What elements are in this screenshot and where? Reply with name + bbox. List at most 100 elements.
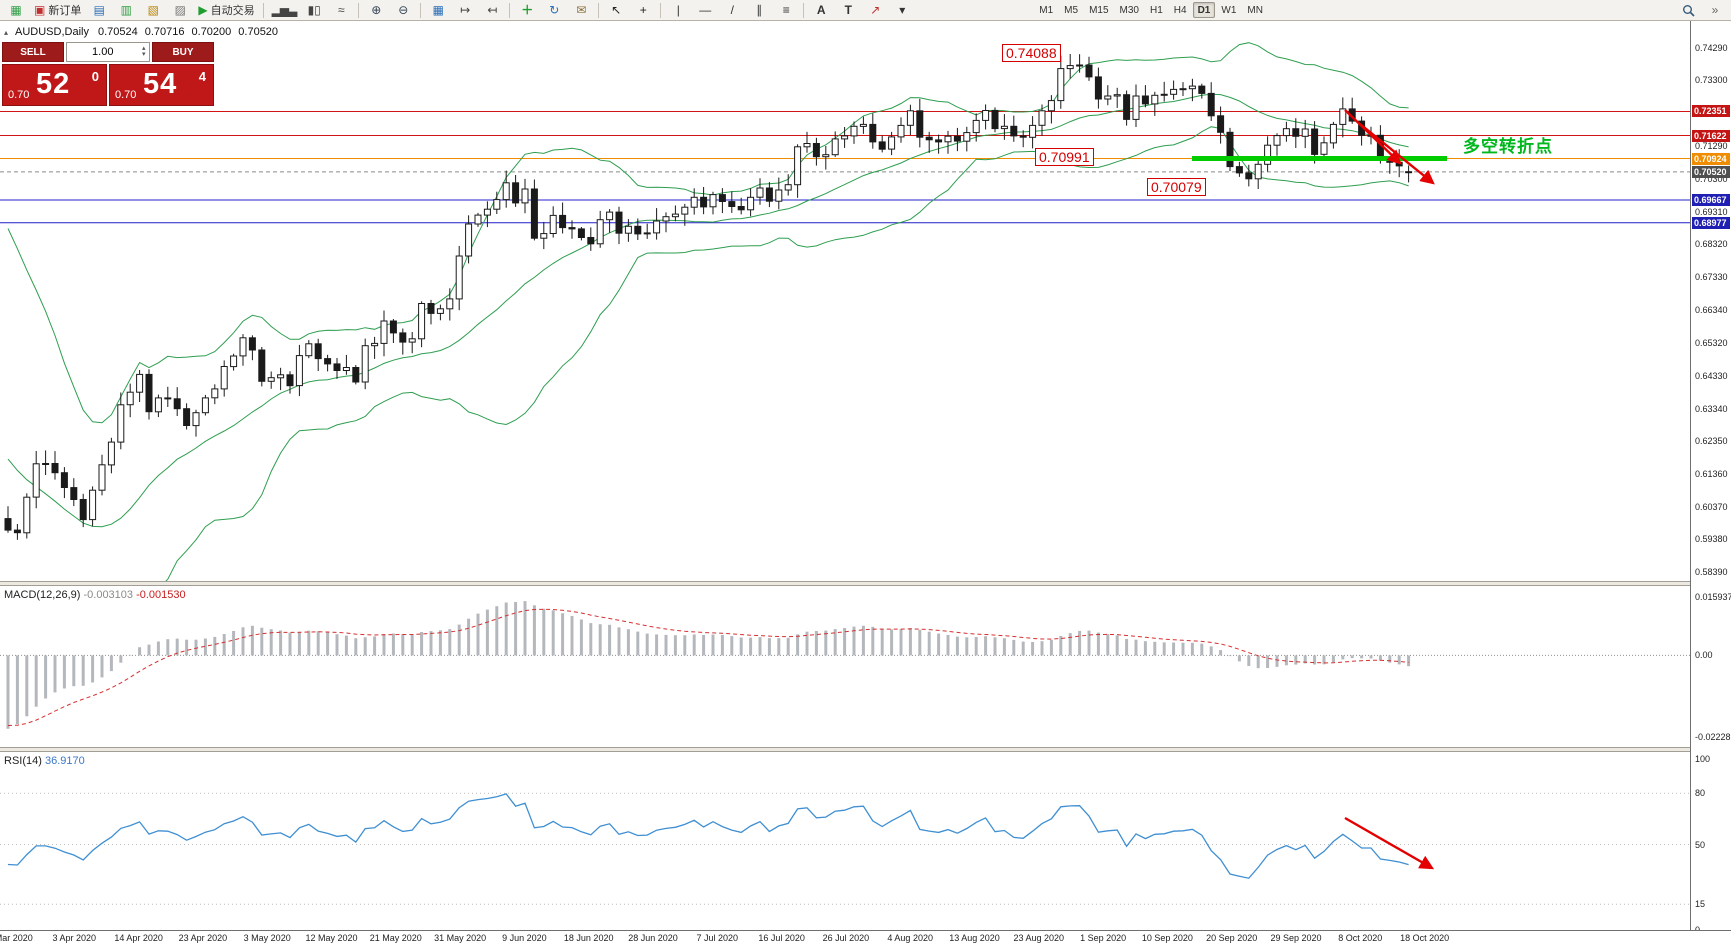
label-icon[interactable]: T bbox=[844, 3, 852, 17]
toolbar-separator bbox=[262, 2, 264, 18]
line-chart-icon[interactable]: ≈ bbox=[337, 3, 345, 17]
date-label: 31 May 2020 bbox=[434, 933, 487, 943]
candlestick-icon[interactable]: ▮▯ bbox=[307, 3, 321, 17]
tile-windows-icon[interactable]: ▦ bbox=[432, 3, 444, 17]
new-order-button[interactable]: ▣ 新订单 bbox=[30, 2, 85, 19]
sell-button[interactable]: SELL bbox=[2, 42, 64, 62]
volume-spinner[interactable]: ▴ ▾ bbox=[139, 45, 149, 58]
date-label: 23 Apr 2020 bbox=[178, 933, 228, 943]
channel-icon[interactable]: ∥ bbox=[756, 3, 763, 17]
price-scale[interactable]: 0.74290 0.73300 0.71290 0.70300 0.69310 0.683… bbox=[1690, 21, 1731, 935]
timeframe-m1[interactable]: M1 bbox=[1034, 2, 1058, 18]
timeframe-group: M1 M5 M15 M30 H1 H4 D1 W1 MN bbox=[1034, 2, 1268, 18]
add-indicator-icon[interactable]: ＋ bbox=[521, 3, 534, 17]
data-window-icon[interactable]: ▥ bbox=[120, 3, 133, 17]
toolbar-separator bbox=[598, 2, 600, 18]
price-tag: 0.71622 bbox=[1692, 129, 1730, 142]
crosshair-icon[interactable]: + bbox=[639, 3, 647, 17]
trendline-icon[interactable]: / bbox=[730, 3, 734, 17]
price-chart-pane[interactable]: ▴ AUDUSD,Daily 0.70524 0.70716 0.70200 0… bbox=[0, 21, 1690, 581]
cursor-icon[interactable]: ↖ bbox=[611, 3, 622, 17]
macd-label: MACD(12,26,9) bbox=[4, 589, 81, 601]
timeframe-m5[interactable]: M5 bbox=[1059, 2, 1083, 18]
volume-stepper[interactable]: ▴▾ bbox=[66, 42, 150, 62]
text-icon[interactable]: A bbox=[816, 3, 826, 17]
macd-scale-label: -0.022289 bbox=[1695, 732, 1731, 742]
date-label: 16 Jul 2020 bbox=[758, 933, 805, 943]
auto-scroll-icon[interactable]: ↦ bbox=[460, 3, 471, 17]
price-scale-label: 0.64330 bbox=[1695, 371, 1728, 382]
date-label: 3 May 2020 bbox=[243, 933, 291, 943]
price-scale-label: 0.66340 bbox=[1695, 304, 1728, 315]
price-scale-label: 0.60370 bbox=[1695, 501, 1728, 512]
price-scale-label: 0.71290 bbox=[1695, 141, 1728, 152]
date-label: 18 Jun 2020 bbox=[563, 933, 614, 943]
toolbar-separator bbox=[358, 2, 360, 18]
price-tag: 0.70520 bbox=[1692, 165, 1730, 178]
macd-value-signal: -0.001530 bbox=[136, 589, 186, 601]
volume-input[interactable] bbox=[67, 46, 139, 58]
price-scale-label: 0.70300 bbox=[1695, 174, 1728, 185]
buy-button[interactable]: BUY bbox=[152, 42, 214, 62]
vertical-line-icon[interactable]: | bbox=[676, 3, 680, 17]
annotation-high-price[interactable]: 0.74088 bbox=[1002, 44, 1061, 62]
rsi-pane[interactable]: RSI(14) 36.9170 bbox=[0, 752, 1690, 930]
date-label: 18 Oct 2020 bbox=[1400, 933, 1450, 943]
bar-chart-icon[interactable]: ▂▅▃ bbox=[271, 3, 298, 17]
pane-separator[interactable] bbox=[0, 581, 1731, 586]
refresh-icon[interactable]: ↻ bbox=[549, 3, 560, 17]
timeframe-w1[interactable]: W1 bbox=[1216, 2, 1241, 18]
toolbar-separator bbox=[420, 2, 422, 18]
annotation-mid-price[interactable]: 0.70991 bbox=[1035, 148, 1094, 166]
timeframe-h1[interactable]: H1 bbox=[1145, 2, 1168, 18]
navigator-icon[interactable]: ▧ bbox=[147, 3, 160, 17]
new-chart-icon[interactable]: ▦ bbox=[3, 1, 29, 20]
timeframe-h4[interactable]: H4 bbox=[1169, 2, 1192, 18]
chart-ohlc-header: ▴ AUDUSD,Daily 0.70524 0.70716 0.70200 0… bbox=[4, 26, 278, 38]
arrows-tool-icon[interactable]: ↗ bbox=[870, 3, 881, 17]
fibonacci-icon[interactable]: ≡ bbox=[782, 3, 790, 17]
date-axis[interactable]: 5 Mar 2020 3 Apr 2020 14 Apr 2020 23 Apr 20… bbox=[0, 930, 1731, 944]
pane-separator[interactable] bbox=[0, 747, 1731, 752]
ask-price-tile[interactable]: 0.70 54 4 bbox=[109, 64, 214, 106]
timeframe-mn[interactable]: MN bbox=[1242, 2, 1268, 18]
bid-price-tile[interactable]: 0.70 52 0 bbox=[2, 64, 107, 106]
date-label: 13 Aug 2020 bbox=[949, 933, 1000, 943]
timeframe-d1[interactable]: D1 bbox=[1192, 2, 1216, 18]
timeframe-m30[interactable]: M30 bbox=[1115, 2, 1144, 18]
terminal-icon[interactable]: ▨ bbox=[174, 3, 187, 17]
zoom-out-icon[interactable]: ⊖ bbox=[398, 3, 409, 17]
market-watch-icon[interactable]: ▤ bbox=[93, 3, 106, 17]
date-label: 1 Sep 2020 bbox=[1080, 933, 1127, 943]
ask-point: 4 bbox=[198, 69, 206, 84]
horizontal-line-icon[interactable]: — bbox=[699, 3, 712, 17]
date-label: 3 Apr 2020 bbox=[52, 933, 97, 943]
candlestick-chart[interactable] bbox=[0, 21, 1690, 581]
rsi-header: RSI(14) 36.9170 bbox=[4, 755, 85, 767]
rsi-scale-label: 80 bbox=[1695, 788, 1706, 799]
search-icon[interactable] bbox=[1675, 1, 1701, 20]
annotation-low-price[interactable]: 0.70079 bbox=[1147, 178, 1206, 196]
symbol-period-label: AUDUSD,Daily bbox=[15, 26, 89, 38]
toolbar-separator bbox=[803, 2, 805, 18]
macd-pane[interactable]: MACD(12,26,9) -0.003103 -0.001530 bbox=[0, 586, 1690, 747]
chart-shift-icon[interactable]: ↤ bbox=[487, 3, 498, 17]
zoom-in-icon[interactable]: ⊕ bbox=[371, 3, 382, 17]
volume-up-icon[interactable]: ▴ bbox=[142, 45, 146, 52]
macd-value-main: -0.003103 bbox=[83, 589, 134, 601]
timeframe-m15[interactable]: M15 bbox=[1084, 2, 1113, 18]
autotrading-label: 自动交易 bbox=[210, 5, 255, 17]
volume-down-icon[interactable]: ▾ bbox=[142, 51, 146, 58]
alerts-icon[interactable]: ✉ bbox=[576, 3, 587, 17]
date-label: 7 Jul 2020 bbox=[696, 933, 739, 943]
bid-point: 0 bbox=[91, 69, 99, 84]
date-label: 20 Sep 2020 bbox=[1206, 933, 1258, 943]
toolbar-overflow-icon[interactable]: » bbox=[1711, 3, 1719, 17]
toolbar-separator bbox=[660, 2, 662, 18]
autotrading-button[interactable]: ▶ 自动交易 bbox=[194, 2, 258, 19]
date-label: 12 May 2020 bbox=[305, 933, 358, 943]
pivot-annotation[interactable]: 多空转折点 bbox=[1463, 137, 1553, 156]
date-label: 14 Apr 2020 bbox=[114, 933, 163, 943]
arrows-dropdown-icon[interactable]: ▾ bbox=[899, 3, 906, 17]
